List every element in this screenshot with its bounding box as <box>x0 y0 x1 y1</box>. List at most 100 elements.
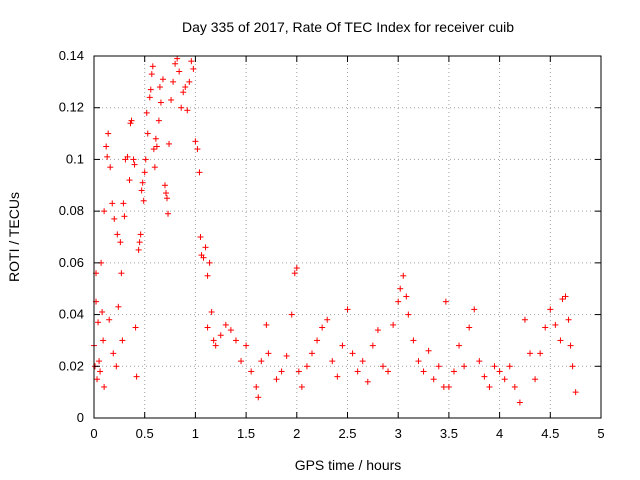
data-point <box>192 138 199 145</box>
data-point <box>395 298 402 305</box>
data-point <box>258 358 265 365</box>
data-point <box>130 156 137 163</box>
data-point <box>349 350 356 357</box>
data-point <box>170 78 177 85</box>
data-point <box>101 383 108 390</box>
data-point <box>95 319 102 326</box>
data-point <box>288 311 295 318</box>
data-point <box>243 342 250 349</box>
data-point <box>128 117 135 124</box>
data-point <box>501 376 508 383</box>
data-point <box>456 342 463 349</box>
data-point <box>511 383 518 390</box>
data-point <box>194 146 201 153</box>
y-tick-label: 0.06 <box>59 255 84 270</box>
y-tick-label: 0.14 <box>59 48 84 63</box>
data-point <box>415 358 422 365</box>
data-point <box>111 215 118 222</box>
data-point <box>572 389 579 396</box>
data-point <box>94 376 101 383</box>
data-point <box>491 363 498 370</box>
data-point <box>542 324 549 331</box>
data-point <box>133 373 140 380</box>
data-point <box>153 143 160 150</box>
data-point <box>119 337 126 344</box>
data-point <box>118 270 125 277</box>
data-point <box>273 376 280 383</box>
data-point <box>557 337 564 344</box>
data-point <box>150 146 157 153</box>
data-point <box>121 213 128 220</box>
data-point <box>319 324 326 331</box>
x-tick-label: 4.5 <box>541 426 559 441</box>
data-point <box>180 89 187 96</box>
data-point <box>196 169 203 176</box>
data-point <box>339 342 346 349</box>
data-point <box>200 254 207 261</box>
x-ticks: 0 0.5 1 1.5 2 2.5 3 3.5 4 4.5 5 <box>90 56 605 441</box>
x-tick-label: 4 <box>496 426 503 441</box>
x-tick-label: 5 <box>597 426 604 441</box>
data-point <box>202 244 209 251</box>
data-point <box>334 373 341 380</box>
data-point <box>255 394 262 401</box>
data-point <box>115 303 122 310</box>
data-point <box>516 399 523 406</box>
data-point <box>107 164 114 171</box>
data-point <box>400 272 407 279</box>
data-point <box>174 55 181 62</box>
data-point <box>106 316 113 323</box>
data-point <box>186 78 193 85</box>
data-point <box>532 376 539 383</box>
x-tick-label: 3.5 <box>440 426 458 441</box>
data-point <box>105 130 112 137</box>
data-point <box>197 234 204 240</box>
data-point <box>227 327 234 334</box>
data-point <box>188 58 195 65</box>
chart-title: Day 335 of 2017, Rate Of TEC Index for r… <box>182 19 514 35</box>
data-point <box>496 368 503 375</box>
data-point <box>291 270 298 277</box>
data-point <box>309 350 316 357</box>
data-point <box>569 363 576 370</box>
data-point <box>182 84 189 91</box>
data-point <box>124 153 131 160</box>
data-point <box>369 342 376 349</box>
data-point <box>141 169 148 176</box>
data-point <box>166 140 173 147</box>
data-point <box>210 337 217 344</box>
x-tick-label: 2 <box>293 426 300 441</box>
data-point <box>142 156 149 163</box>
data-point <box>155 117 162 124</box>
data-point <box>324 316 331 323</box>
x-tick-label: 1 <box>192 426 199 441</box>
data-point <box>206 259 213 266</box>
data-point <box>293 265 300 272</box>
data-point <box>144 130 151 137</box>
data-point <box>110 350 117 357</box>
y-tick-label: 0.02 <box>59 358 84 373</box>
x-tick-label: 1.5 <box>237 426 255 441</box>
data-point <box>253 383 260 390</box>
data-point <box>232 337 239 344</box>
data-point <box>161 182 168 189</box>
data-point <box>127 120 134 127</box>
data-point <box>565 316 572 323</box>
y-ticks: 0 0.02 0.04 0.06 0.08 0.1 0.12 0.14 <box>59 48 601 425</box>
data-point <box>152 135 159 142</box>
data-point <box>113 363 120 370</box>
data-point <box>405 311 412 318</box>
data-point <box>132 324 139 331</box>
y-tick-label: 0 <box>77 410 84 425</box>
data-point <box>172 60 179 67</box>
data-point <box>222 321 229 328</box>
data-point <box>430 376 437 383</box>
data-point <box>481 373 488 380</box>
data-point <box>99 308 106 315</box>
data-point <box>298 383 305 390</box>
x-tick-label: 0.5 <box>136 426 154 441</box>
data-point <box>117 239 124 246</box>
data-point <box>450 368 457 375</box>
data-point <box>165 210 172 217</box>
